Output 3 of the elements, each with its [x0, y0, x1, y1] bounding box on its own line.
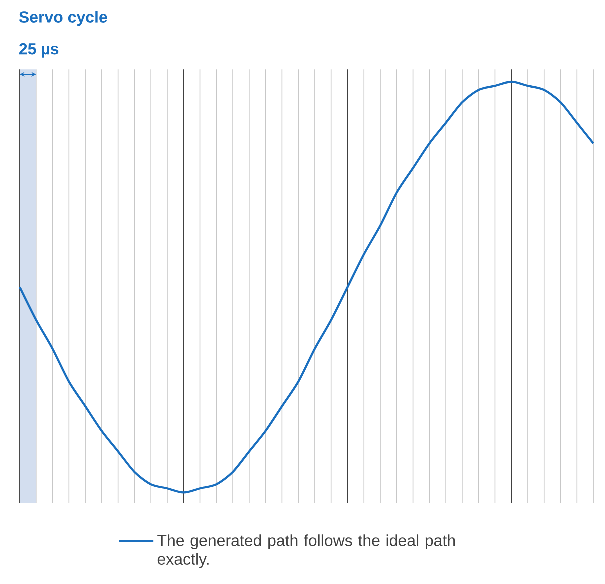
- legend-label: The generated path follows the ideal path exactly.: [158, 534, 456, 568]
- chart-subtitle: 25 µs: [20, 43, 59, 58]
- chart-title: Servo cycle: [19, 11, 108, 26]
